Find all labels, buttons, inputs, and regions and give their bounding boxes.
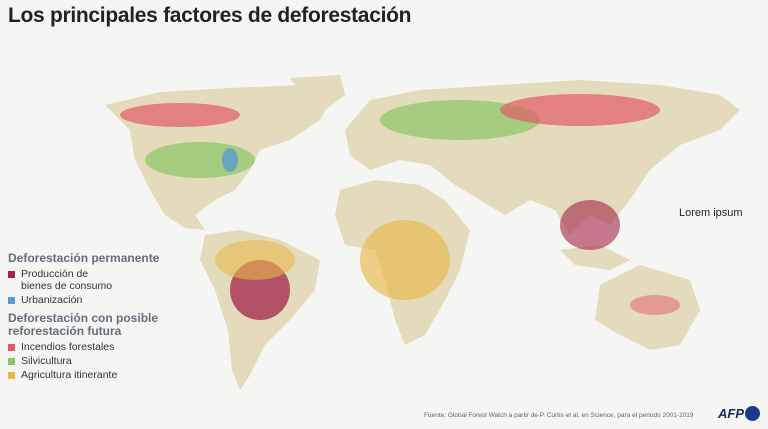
area xyxy=(215,240,295,280)
legend-swatch xyxy=(8,344,15,351)
legend-item: Urbanización xyxy=(8,294,168,306)
legend-group: Deforestación permanente Producción de bi… xyxy=(8,252,168,306)
legend-group-title: Deforestación permanente xyxy=(8,251,160,265)
legend-label: Silvicultura xyxy=(21,355,72,367)
legend-swatch xyxy=(8,297,15,304)
area xyxy=(120,103,240,127)
area xyxy=(222,148,238,172)
legend-swatch xyxy=(8,271,15,278)
legend-item: Incendios forestales xyxy=(8,341,168,353)
area xyxy=(500,94,660,126)
southeast-asia xyxy=(560,245,630,270)
legend: Deforestación permanente Producción de bi… xyxy=(8,252,168,387)
legend-label: Urbanización xyxy=(21,294,83,306)
annotation: Lorem ipsum xyxy=(679,207,743,219)
area xyxy=(360,220,450,300)
logo-mark xyxy=(745,406,760,421)
legend-label: Incendios forestales xyxy=(21,341,115,353)
title: Los principales factores de deforestació… xyxy=(8,4,412,27)
source: Fuente: Global Forest Watch a partir de … xyxy=(424,412,694,419)
greenland xyxy=(290,75,345,110)
deforestation-areas xyxy=(120,94,680,320)
logo: AFP xyxy=(718,406,744,421)
legend-group: Deforestación con posible reforestación … xyxy=(8,312,168,381)
legend-label: Agricultura itinerante xyxy=(21,369,118,381)
legend-item: Agricultura itinerante xyxy=(8,369,168,381)
legend-label: Producción de bienes de consumo xyxy=(21,268,113,292)
area xyxy=(145,142,255,178)
area xyxy=(560,200,620,250)
legend-swatch xyxy=(8,372,15,379)
legend-item: Producción de bienes de consumo xyxy=(8,268,168,292)
legend-item: Silvicultura xyxy=(8,355,168,367)
legend-group-title: Deforestación con posible reforestación … xyxy=(8,311,159,338)
area xyxy=(630,295,680,315)
legend-swatch xyxy=(8,358,15,365)
